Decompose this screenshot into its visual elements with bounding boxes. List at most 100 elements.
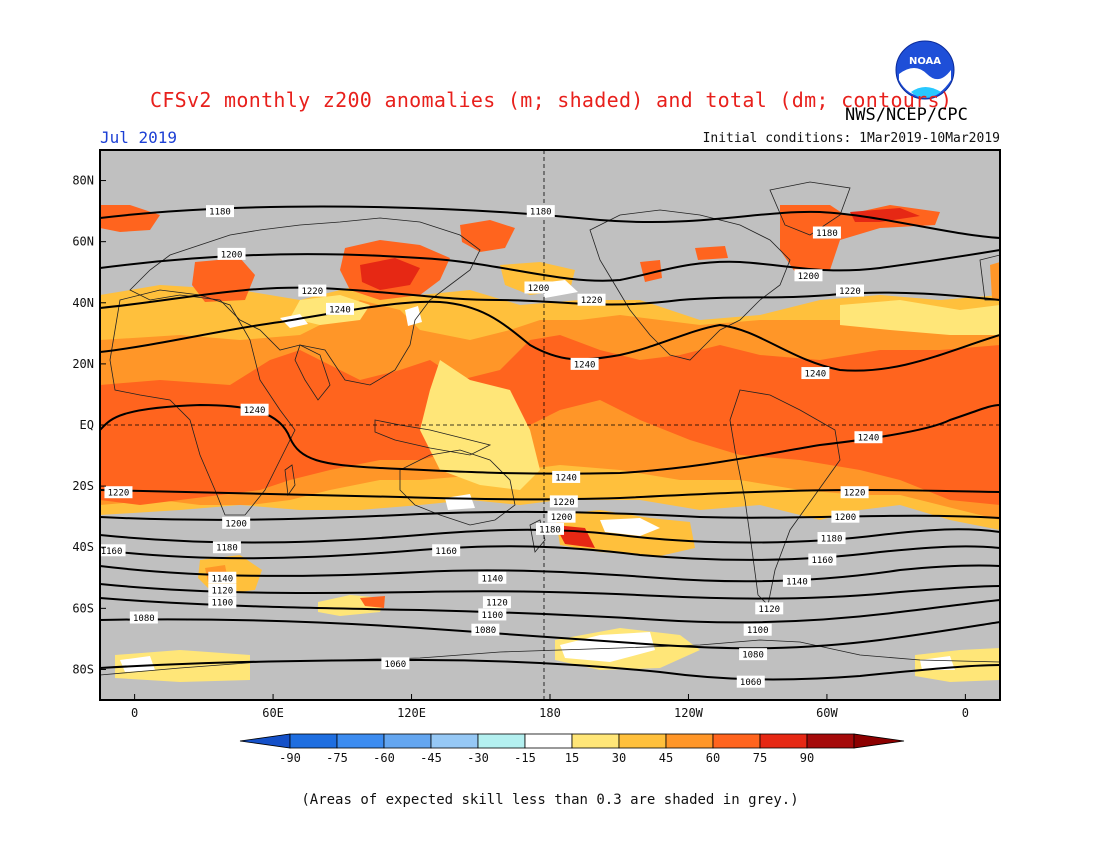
lon-label: 0 (131, 706, 138, 720)
contour-label-box (206, 205, 234, 218)
contour-1080-s (100, 618, 1000, 650)
contour-label-box (471, 623, 500, 636)
contour-label: 1220 (553, 498, 575, 508)
colorbar-tick-label: -60 (373, 751, 395, 765)
contour-label: 1180 (821, 535, 843, 545)
contour-label-box (817, 532, 846, 545)
lat-label: 40S (72, 540, 94, 554)
contour-1060-s (100, 658, 1000, 681)
contour-label: 1180 (816, 229, 838, 239)
contour-1180-s (100, 528, 1000, 544)
contour-label-box (547, 510, 576, 523)
lat-label: 20S (72, 479, 94, 493)
colorbar-swatch (712, 733, 761, 749)
anomaly-patch-alaska (640, 260, 662, 282)
colorbar-tick-label: 90 (800, 751, 814, 765)
colorbar-tick-label: -45 (420, 751, 442, 765)
coast-madagascar (284, 464, 296, 497)
colorbar-tick-label: 30 (612, 751, 626, 765)
contour-label: 1200 (835, 513, 857, 523)
contour-label: 1180 (530, 208, 552, 218)
contour-label: 1120 (486, 599, 508, 609)
anomaly-patch-greenland-core (850, 208, 920, 222)
contour-label-box (577, 293, 606, 306)
lon-label: 0 (962, 706, 969, 720)
lat-label: 80S (72, 662, 94, 676)
contour-label-box (326, 302, 354, 315)
contour-label: 1160 (435, 547, 457, 557)
contour-label: 1140 (786, 577, 808, 587)
contour-label: 1080 (133, 614, 155, 624)
contour-label-box (794, 269, 823, 282)
noaa-logo: NOAA (895, 40, 955, 100)
latitude-axis: 80N 60N 40N 20N EQ 20S 40S 60S 80S (72, 174, 106, 676)
colorbar-swatch (759, 733, 808, 749)
contour-label-box (432, 544, 461, 557)
colorbar-swatch (618, 733, 667, 749)
contour-label: 1180 (539, 525, 561, 535)
anomaly-patch-europe (100, 205, 160, 232)
contour-1240-n (100, 300, 1000, 372)
colorbar-tick-label: 60 (706, 751, 720, 765)
lat-label: 20N (72, 357, 94, 371)
forecast-month: Jul 2019 (100, 128, 178, 147)
colorbar-swatch (571, 733, 620, 749)
contour-label-box (836, 284, 864, 297)
colorbar-swatch (477, 733, 526, 749)
contour-label: 1240 (244, 406, 266, 416)
colorbar-swatch (665, 733, 714, 749)
contour-label: 1080 (475, 626, 497, 636)
longitude-axis: 0 60E 120E 180 120W 60W 0 (131, 694, 969, 720)
contour-label-box (739, 648, 768, 661)
colorbar-tick-label: -90 (279, 751, 301, 765)
colorbar-tick-label: -15 (514, 751, 536, 765)
contour-label: 1060 (740, 678, 762, 688)
lat-label: EQ (80, 418, 94, 432)
colorbar-swatch (383, 733, 432, 749)
contour-label: 1180 (209, 208, 231, 218)
contour-label: 1200 (221, 250, 243, 260)
contour-label-box (736, 675, 765, 688)
anomaly-white-nz (600, 518, 660, 536)
contour-1160-s (100, 545, 1000, 561)
contour-label-box (212, 541, 241, 554)
lon-label: 120W (674, 706, 704, 720)
lat-label: 60S (72, 601, 94, 615)
coast-indonesia (374, 419, 492, 456)
contour-label-box (854, 431, 883, 444)
logo-text: NOAA (909, 56, 941, 67)
contour-label-box (240, 403, 269, 416)
contour-1240-eq (100, 403, 1000, 475)
colorbar-end-high (853, 733, 905, 749)
contour-label-box (222, 516, 251, 529)
contour-label: 1220 (581, 296, 603, 306)
contour-1220-s (100, 488, 1000, 501)
contour-1100-s (100, 597, 1000, 624)
contour-label: 1120 (758, 605, 780, 615)
contour-label-box (801, 367, 830, 380)
contour-label: 1080 (742, 651, 764, 661)
contour-label-box (526, 205, 555, 218)
contour-label-box (755, 602, 784, 615)
lon-label: 60W (816, 706, 838, 720)
contour-label-box (217, 247, 246, 260)
anomaly-white-antarctic-w (120, 656, 155, 672)
contour-label: 1240 (555, 473, 577, 483)
contour-label-box (808, 553, 837, 566)
contour-label: 1220 (839, 287, 861, 297)
lat-label: 80N (72, 174, 94, 188)
contour-label-box (478, 608, 507, 621)
coast-india (294, 344, 331, 401)
contour-label-box (104, 486, 133, 499)
colorbar-tick-label: 15 (565, 751, 579, 765)
contour-label: 1140 (481, 574, 503, 584)
contour-label: 1100 (747, 626, 769, 636)
contour-label-box (478, 571, 507, 584)
contour-label-box (549, 495, 578, 508)
contour-label: 1100 (211, 599, 233, 609)
contour-label-box (782, 574, 811, 587)
contour-label: 1240 (574, 360, 596, 370)
coast-greenland (769, 181, 851, 236)
contour-label: 1140 (211, 574, 233, 584)
coast-south-america (729, 389, 841, 606)
